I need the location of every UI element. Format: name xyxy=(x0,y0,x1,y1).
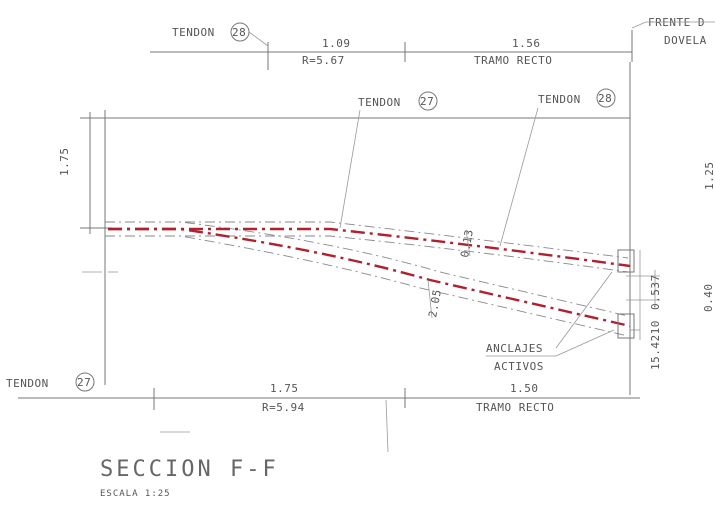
scale-text: ESCALA 1:25 xyxy=(100,489,171,499)
svg-text:ANCLAJES: ANCLAJES xyxy=(486,342,543,355)
dim-bottom-right-desc: TRAMO RECTO xyxy=(476,401,554,414)
section-title: SECCION F-F ESCALA 1:25 xyxy=(100,457,279,499)
bottom-dimension: 1.75 R=5.94 1.50 TRAMO RECTO xyxy=(18,382,640,453)
section-outline xyxy=(104,62,640,395)
svg-text:TENDON: TENDON xyxy=(358,96,401,109)
svg-text:27: 27 xyxy=(77,376,91,389)
left-vertical-dimension: 1.75 xyxy=(58,112,118,273)
dim-inclined-2: 2.05 xyxy=(426,288,444,318)
dim-bottom-left-value: 1.75 xyxy=(270,382,299,395)
svg-text:ACTIVOS: ACTIVOS xyxy=(494,360,544,373)
dim-right-vertical-top: 1.25 xyxy=(703,162,715,191)
dim-right-small-1: 0.537 xyxy=(649,274,662,310)
ducts xyxy=(105,221,629,337)
dim-left-vertical: 1.75 xyxy=(58,148,71,177)
anchors xyxy=(617,249,660,340)
svg-text:FRENTE D: FRENTE D xyxy=(648,16,705,29)
svg-text:27: 27 xyxy=(420,95,434,108)
svg-text:DOVELA: DOVELA xyxy=(664,34,707,47)
label-anclajes-activos: ANCLAJES ACTIVOS xyxy=(486,271,615,373)
dim-top-left-radius: R=5.67 xyxy=(302,54,345,67)
dim-top-right-desc: TRAMO RECTO xyxy=(474,54,552,67)
dim-right-small-2: 0.40 xyxy=(702,284,715,313)
tendon-28-line xyxy=(108,227,631,268)
inclined-dimensions: 0.13 2.05 xyxy=(426,228,476,318)
svg-text:TENDON: TENDON xyxy=(6,377,49,390)
svg-text:TENDON: TENDON xyxy=(538,93,581,106)
right-dimensions: 1.25 0.537 0.40 15.4210 xyxy=(649,162,715,371)
title-text: SECCION F-F xyxy=(100,457,279,482)
dim-top-left-value: 1.09 xyxy=(322,37,351,50)
label-tendon-28: TENDON 28 xyxy=(499,88,616,247)
label-tendon-27: TENDON 27 xyxy=(339,91,438,229)
label-frente-dovela: FRENTE D DOVELA xyxy=(631,16,715,47)
label-tendon-bottom: TENDON 27 xyxy=(6,372,95,392)
dim-inclined-1: 0.13 xyxy=(458,228,476,258)
svg-text:28: 28 xyxy=(232,26,246,39)
top-dimension: 1.09 R=5.67 1.56 TRAMO RECTO xyxy=(150,30,633,70)
tendons xyxy=(108,227,631,328)
dim-diag-angle: 15.4210 xyxy=(649,320,662,370)
tendon-27-line xyxy=(108,227,631,328)
dim-bottom-left-radius: R=5.94 xyxy=(262,401,305,414)
svg-text:28: 28 xyxy=(598,92,612,105)
dim-bottom-right-value: 1.50 xyxy=(510,382,539,395)
svg-text:TENDON: TENDON xyxy=(172,26,215,39)
dim-top-right-value: 1.56 xyxy=(512,37,541,50)
label-tendon-top: TENDON 28 xyxy=(172,22,269,47)
